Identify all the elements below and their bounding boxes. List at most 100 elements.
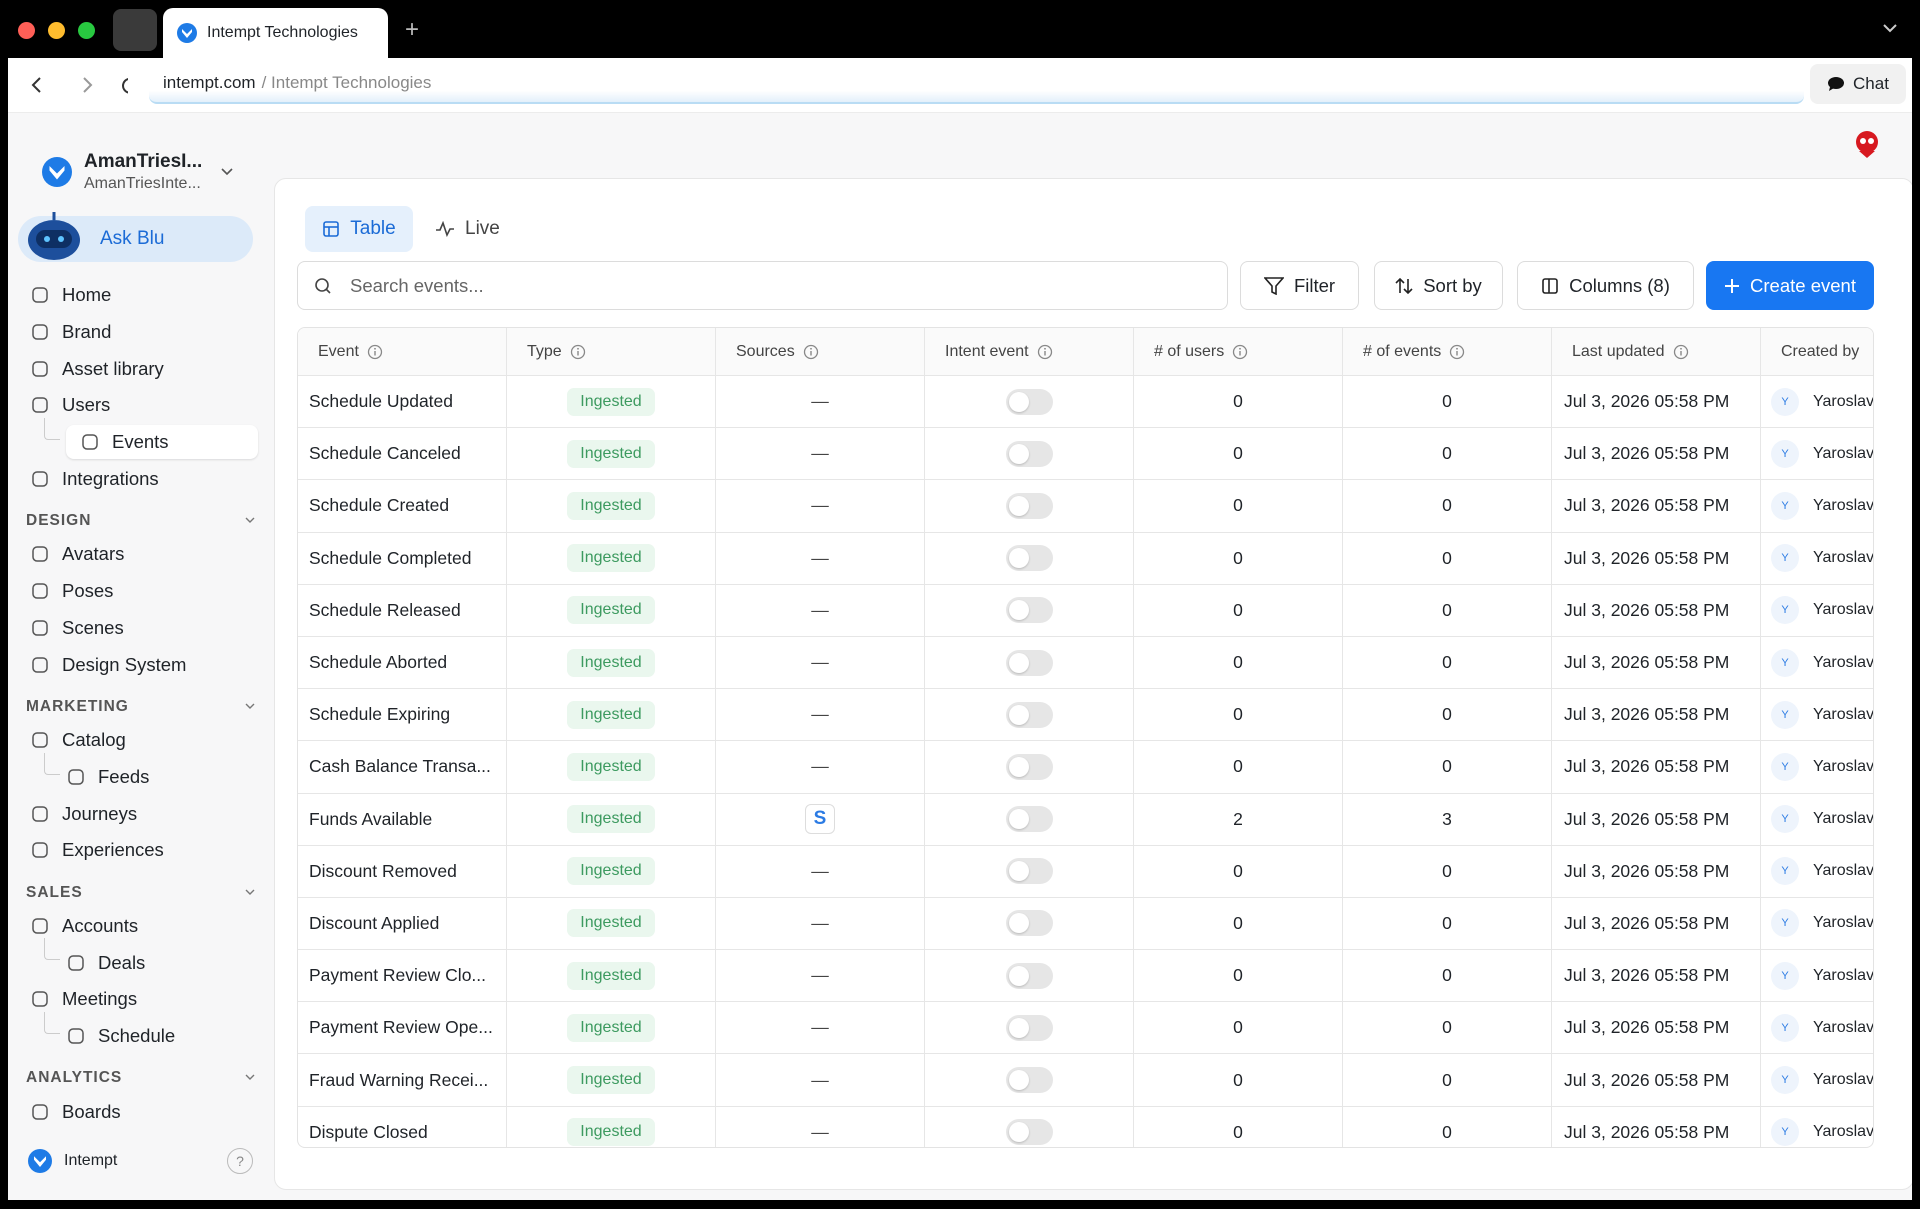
nav-icon	[68, 1028, 84, 1044]
help-button[interactable]: ?	[227, 1148, 253, 1174]
type-pill: Ingested	[567, 805, 655, 834]
table-row[interactable]: Schedule Completed Ingested — 0 0 Jul 3, 2026…	[298, 532, 1873, 585]
events-count: 0	[1442, 391, 1452, 412]
event-cell: Schedule Updated	[298, 376, 507, 428]
nav-item[interactable]: Design System	[8, 646, 270, 683]
nav-item[interactable]: Feeds	[8, 752, 270, 796]
table-row[interactable]: Schedule Expiring Ingested — 0 0 Jul 3, 2026 …	[298, 689, 1873, 742]
nav-item[interactable]: Events	[8, 417, 270, 461]
nav-icon	[32, 397, 48, 414]
table-tab[interactable]: Table	[305, 206, 413, 252]
column-header[interactable]: Sources	[716, 328, 925, 375]
tab-menu[interactable]	[1882, 22, 1898, 34]
table-row[interactable]: Schedule Updated Ingested — 0 0 Jul 3, 2026 0…	[298, 376, 1873, 429]
info-icon	[1673, 344, 1688, 359]
minimize-button[interactable]	[48, 22, 65, 39]
table-row[interactable]: Cash Balance Transa... Ingested — 0 0 Jul 3, …	[298, 741, 1873, 794]
nav-item[interactable]: Avatars	[8, 536, 270, 573]
intent-toggle[interactable]	[1005, 753, 1053, 780]
nav-label: Asset library	[62, 357, 164, 379]
nav-item[interactable]: Users	[8, 387, 270, 424]
close-button[interactable]	[18, 22, 35, 39]
nav-item[interactable]: Experiences	[8, 832, 270, 869]
nav-item[interactable]: Home	[8, 277, 270, 314]
column-header[interactable]: Created by	[1761, 328, 1873, 375]
sort-button[interactable]: Sort by	[1374, 261, 1503, 310]
nav-item[interactable]: Scenes	[8, 610, 270, 647]
intent-toggle[interactable]	[1005, 597, 1053, 624]
events-count: 0	[1442, 912, 1452, 933]
columns-icon	[1542, 277, 1558, 294]
source-icon: S	[805, 804, 835, 835]
nav-link: Experiences	[30, 839, 164, 861]
live-tab[interactable]: Live	[423, 206, 512, 252]
intent-toggle[interactable]	[1005, 440, 1053, 467]
nav-item[interactable]: Asset library	[8, 350, 270, 387]
nav-buttons[interactable]	[28, 74, 128, 96]
column-header[interactable]: Event	[298, 328, 507, 375]
intent-toggle[interactable]	[1005, 545, 1053, 572]
create-event-button[interactable]: Create event	[1706, 261, 1874, 310]
ask-blu[interactable]: Ask Blu	[18, 212, 253, 262]
intent-toggle[interactable]	[1005, 388, 1053, 415]
filter-button[interactable]: Filter	[1240, 261, 1359, 310]
new-tab[interactable]: +	[405, 16, 420, 43]
button-label: Sort by	[1423, 274, 1482, 296]
table-row[interactable]: Discount Removed Ingested — 0 0 Jul 3, 2026 0…	[298, 845, 1873, 898]
table-row[interactable]: Fraud Warning Recei... Ingested — 0 0 Jul 3, …	[298, 1054, 1873, 1107]
column-header[interactable]: Type	[507, 328, 716, 375]
creator-name: Yaroslav	[1813, 810, 1874, 828]
users-count: 0	[1233, 495, 1243, 516]
intent-toggle[interactable]	[1005, 701, 1053, 728]
intent-toggle[interactable]	[1005, 962, 1053, 989]
column-header[interactable]: Intent event	[925, 328, 1134, 375]
intent-toggle[interactable]	[1005, 1119, 1053, 1146]
nav-item[interactable]: Integrations	[8, 460, 270, 497]
nav-item[interactable]: Journeys	[8, 795, 270, 832]
column-header[interactable]: # of events	[1343, 328, 1552, 375]
nav-item[interactable]: Brand	[8, 314, 270, 351]
active-tab[interactable]: Intempt Technologies	[163, 8, 388, 58]
nav-item[interactable]: Boards	[8, 1093, 270, 1130]
pinned-tab[interactable]	[113, 9, 157, 51]
table-row[interactable]: Discount Applied Ingested — 0 0 Jul 3, 2026 0…	[298, 897, 1873, 951]
event-cell: Fraud Warning Recei...	[298, 1054, 507, 1106]
intent-toggle[interactable]	[1005, 858, 1053, 885]
workspace-switcher[interactable]: AmanTriesI... AmanTriesInte...	[42, 151, 234, 193]
nav-item[interactable]: Meetings	[8, 981, 270, 1018]
intent-toggle[interactable]	[1005, 1067, 1053, 1094]
chat-button[interactable]: Chat	[1810, 64, 1906, 104]
events-count: 3	[1442, 808, 1452, 829]
intent-toggle[interactable]	[1005, 649, 1053, 676]
nav-item[interactable]: Deals	[8, 938, 270, 981]
user-avatar[interactable]	[1854, 129, 1880, 159]
events-count: 0	[1442, 599, 1452, 620]
events-cell: 0	[1343, 636, 1552, 689]
nav-item[interactable]: Schedule	[8, 1011, 270, 1055]
table-row[interactable]: Payment Review Clo... Ingested — 0 0 Jul 3, 2…	[298, 950, 1873, 1003]
updated-cell: Jul 3, 2026 05:58 PM	[1552, 845, 1761, 897]
table-row[interactable]: Schedule Canceled Ingested — 0 0 Jul 3, 2026 …	[298, 428, 1873, 481]
nav-item[interactable]: Poses	[8, 573, 270, 610]
nav-item[interactable]: Accounts	[8, 908, 270, 945]
column-header[interactable]: # of users	[1134, 328, 1343, 375]
columns-button[interactable]: Columns (8)	[1517, 261, 1694, 310]
intent-toggle[interactable]	[1005, 1014, 1053, 1041]
table-row[interactable]: Funds Available Ingested S 2 3 Jul 3, 2026 05…	[298, 793, 1874, 846]
table-row[interactable]: Payment Review Ope... Ingested — 0 0 Jul 3, 2…	[298, 1002, 1873, 1055]
table-row[interactable]: Schedule Released Ingested — 0 0 Jul 3, 2026 …	[298, 584, 1873, 637]
nav-label: Poses	[62, 580, 114, 602]
nav-item[interactable]: Catalog	[8, 722, 270, 759]
table-row[interactable]: Schedule Aborted Ingested — 0 0 Jul 3, 2026 0…	[298, 636, 1873, 690]
search-input[interactable]: Search events...	[297, 261, 1228, 310]
url-field[interactable]: intempt.com / Intempt Technologies	[149, 64, 1804, 104]
nav-icon	[32, 1103, 48, 1120]
maximize-button[interactable]	[78, 22, 95, 39]
intent-toggle[interactable]	[1005, 806, 1053, 833]
table-row[interactable]: Dispute Closed Ingested — 0 0 Jul 3, 2026 05:…	[298, 1106, 1873, 1147]
column-header[interactable]: Last updated	[1552, 328, 1761, 375]
intent-toggle[interactable]	[1005, 910, 1053, 937]
table-row[interactable]: Schedule Created Ingested — 0 0 Jul 3, 2026 0…	[298, 480, 1873, 533]
intent-toggle[interactable]	[1005, 492, 1053, 519]
